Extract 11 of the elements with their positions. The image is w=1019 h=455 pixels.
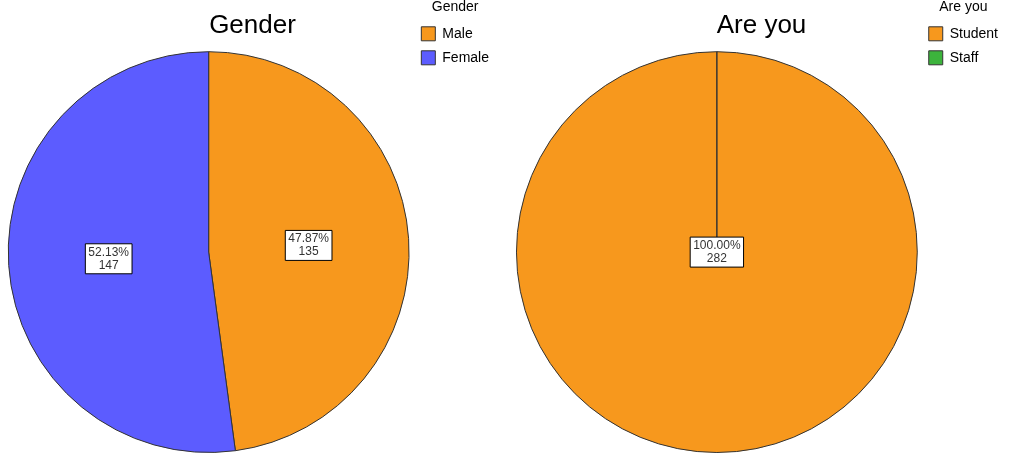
legend-label: Student [949, 24, 999, 41]
legend-label: Male [442, 24, 473, 41]
chart-title: Gender [209, 8, 297, 39]
data-label: 47.87% 135 [288, 231, 330, 259]
data-label: 52.13% 147 [88, 244, 130, 272]
legend-label: Staff [949, 48, 979, 65]
legend-title: Are you [939, 0, 988, 14]
data-label: 100.00% 282 [693, 237, 741, 265]
legend-title: Gender [431, 0, 479, 14]
chart-title: Are you [716, 8, 807, 39]
legend-label: Female [442, 48, 490, 65]
